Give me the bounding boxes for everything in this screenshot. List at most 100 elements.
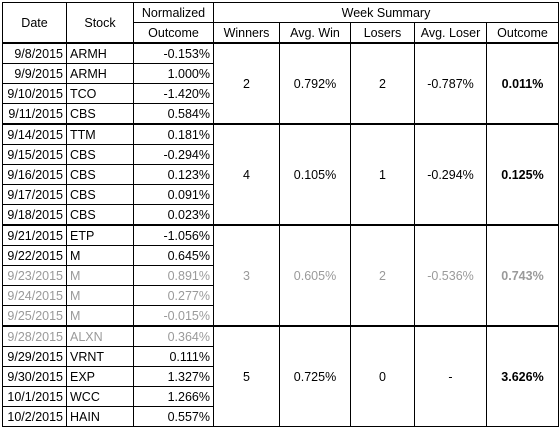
- stock-cell: ETP: [66, 224, 134, 246]
- table-row: 9/25/2015 M -0.015%: [2, 305, 559, 327]
- outcome-cell: 0.277%: [133, 285, 214, 306]
- week-avg-loser: -: [414, 325, 487, 427]
- stock-cell: M: [66, 285, 134, 306]
- date-cell: 10/1/2015: [2, 386, 67, 407]
- outcome-cell: 0.023%: [133, 204, 214, 226]
- stock-cell: CBS: [66, 103, 134, 125]
- outcome-cell: -0.294%: [133, 144, 214, 165]
- outcome-cell: 0.091%: [133, 184, 214, 205]
- date-cell: 10/2/2015: [2, 406, 67, 427]
- week-winners: 5: [213, 325, 280, 427]
- stock-cell: HAIN: [66, 406, 134, 427]
- stock-cell: CBS: [66, 184, 134, 205]
- table-row: 9/17/2015 CBS 0.091%: [2, 184, 559, 205]
- date-cell: 9/10/2015: [2, 83, 67, 104]
- stock-cell: ALXN: [66, 325, 134, 347]
- week-outcome: 0.743%: [486, 224, 559, 327]
- table-row: 9/8/2015 ARMH -0.153% 2 0.792% 2 -0.787%…: [2, 42, 559, 125]
- date-cell: 9/11/2015: [2, 103, 67, 125]
- header-winners: Winners: [213, 22, 280, 44]
- outcome-cell: 0.557%: [133, 406, 214, 427]
- stock-cell: CBS: [66, 164, 134, 185]
- outcome-cell: -1.056%: [133, 224, 214, 246]
- outcome-cell: -1.420%: [133, 83, 214, 104]
- header-normalized: Normalized: [133, 2, 214, 23]
- outcome-cell: 0.111%: [133, 346, 214, 367]
- table-row: 9/14/2015 TTM 0.181% 4 0.105% 1 -0.294% …: [2, 123, 559, 226]
- week-avg-win: 0.605%: [279, 224, 351, 327]
- table-row: 9/10/2015 TCO -1.420%: [2, 83, 559, 104]
- week-losers: 2: [350, 42, 415, 125]
- outcome-cell: 1.266%: [133, 386, 214, 407]
- header-losers: Losers: [350, 22, 415, 44]
- header-outcome: Outcome: [486, 22, 559, 44]
- date-cell: 9/15/2015: [2, 144, 67, 165]
- week-avg-loser: -0.787%: [414, 42, 487, 125]
- header-date: Date: [2, 2, 67, 44]
- outcome-cell: -0.015%: [133, 305, 214, 327]
- week-losers: 2: [350, 224, 415, 327]
- week-outcome: 0.011%: [486, 42, 559, 125]
- stock-cell: VRNT: [66, 346, 134, 367]
- table-row: 9/28/2015 ALXN 0.364% 5 0.725% 0 - 3.626…: [2, 325, 559, 427]
- table-row: 10/2/2015 HAIN 0.557%: [2, 406, 559, 427]
- header-stock: Stock: [66, 2, 134, 44]
- week-avg-win: 0.792%: [279, 42, 351, 125]
- stock-cell: CBS: [66, 204, 134, 226]
- stock-cell: WCC: [66, 386, 134, 407]
- date-cell: 9/25/2015: [2, 305, 67, 327]
- week-avg-loser: -0.294%: [414, 123, 487, 226]
- date-cell: 9/17/2015: [2, 184, 67, 205]
- week-outcome: 0.125%: [486, 123, 559, 226]
- date-cell: 9/23/2015: [2, 265, 67, 286]
- outcome-cell: -0.153%: [133, 42, 214, 64]
- date-cell: 9/21/2015: [2, 224, 67, 246]
- week-avg-win: 0.725%: [279, 325, 351, 427]
- table-row: 9/30/2015 EXP 1.327%: [2, 366, 559, 387]
- week-losers: 0: [350, 325, 415, 427]
- date-cell: 9/14/2015: [2, 123, 67, 145]
- outcome-cell: 0.123%: [133, 164, 214, 185]
- stock-cell: M: [66, 265, 134, 286]
- outcome-cell: 1.000%: [133, 63, 214, 84]
- outcome-cell: 0.891%: [133, 265, 214, 286]
- week-outcome: 3.626%: [486, 325, 559, 427]
- date-cell: 9/29/2015: [2, 346, 67, 367]
- stock-cell: M: [66, 245, 134, 266]
- header-week-summary: Week Summary: [213, 2, 559, 23]
- stock-cell: ARMH: [66, 42, 134, 64]
- stock-cell: TTM: [66, 123, 134, 145]
- week-avg-loser: -0.536%: [414, 224, 487, 327]
- header-avg-win: Avg. Win: [279, 22, 351, 44]
- table-row: 9/22/2015 M 0.645%: [2, 245, 559, 266]
- stock-cell: TCO: [66, 83, 134, 104]
- stock-cell: M: [66, 305, 134, 327]
- table-row: 9/15/2015 CBS -0.294%: [2, 144, 559, 165]
- week-winners: 3: [213, 224, 280, 327]
- week-winners: 2: [213, 42, 280, 125]
- table-row: 9/24/2015 M 0.277%: [2, 285, 559, 306]
- outcome-cell: 0.645%: [133, 245, 214, 266]
- header-avg-loser: Avg. Loser: [414, 22, 487, 44]
- table-row: 9/18/2015 CBS 0.023%: [2, 204, 559, 226]
- stock-cell: ARMH: [66, 63, 134, 84]
- date-cell: 9/28/2015: [2, 325, 67, 347]
- header-normalized-outcome: Outcome: [133, 22, 214, 44]
- date-cell: 9/24/2015: [2, 285, 67, 306]
- outcome-cell: 1.327%: [133, 366, 214, 387]
- date-cell: 9/18/2015: [2, 204, 67, 226]
- date-cell: 9/30/2015: [2, 366, 67, 387]
- date-cell: 9/22/2015: [2, 245, 67, 266]
- week-winners: 4: [213, 123, 280, 226]
- stock-cell: EXP: [66, 366, 134, 387]
- table-row: 9/16/2015 CBS 0.123%: [2, 164, 559, 185]
- outcome-cell: 0.584%: [133, 103, 214, 125]
- outcome-cell: 0.181%: [133, 123, 214, 145]
- week-losers: 1: [350, 123, 415, 226]
- date-cell: 9/9/2015: [2, 63, 67, 84]
- stock-cell: CBS: [66, 144, 134, 165]
- table-row: 9/29/2015 VRNT 0.111%: [2, 346, 559, 367]
- date-cell: 9/8/2015: [2, 42, 67, 64]
- outcome-cell: 0.364%: [133, 325, 214, 347]
